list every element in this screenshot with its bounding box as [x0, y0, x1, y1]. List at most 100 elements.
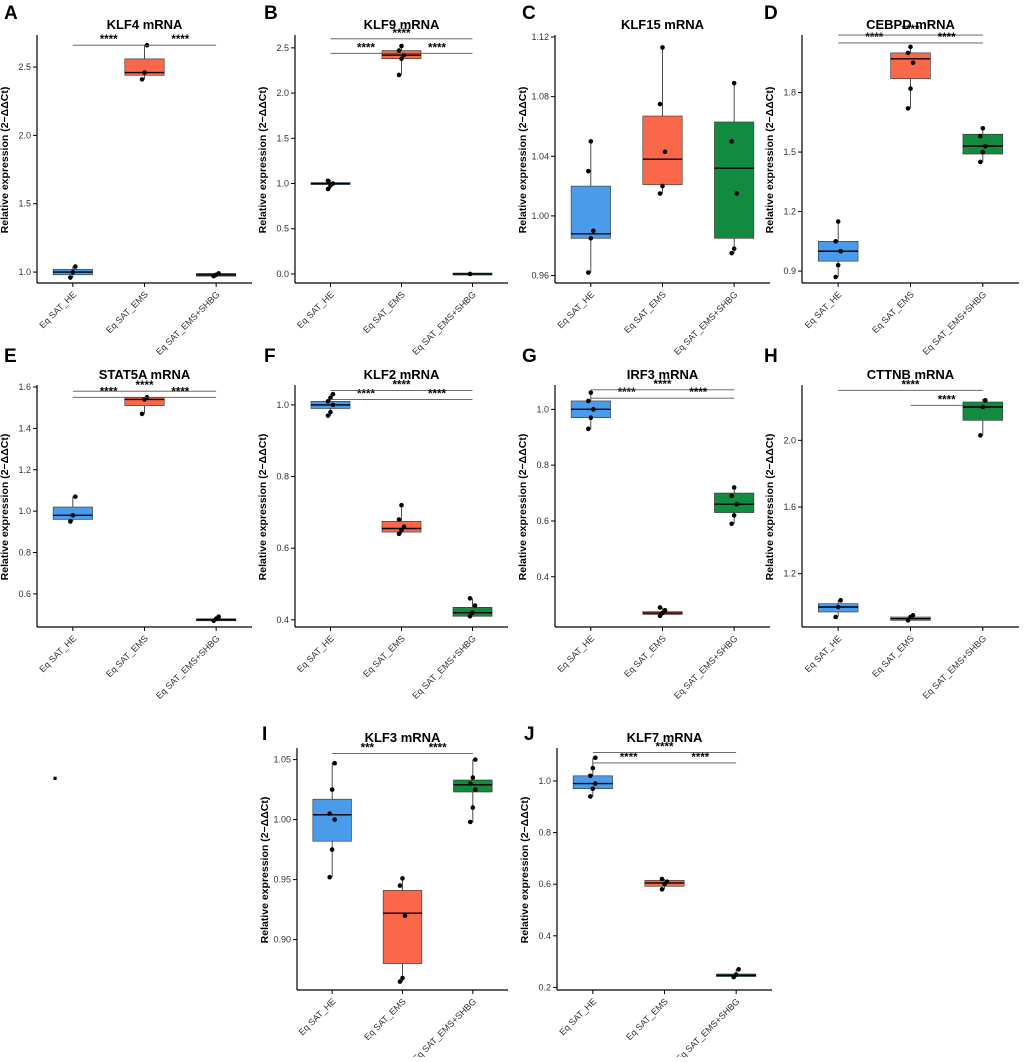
y-tick-label-b-0: 0.0 — [276, 269, 289, 279]
data-point-c-0-1 — [588, 235, 594, 241]
x-tick-label-e-1: Eq SAT_EMS — [104, 633, 150, 679]
data-point-g-1-2 — [662, 607, 668, 613]
data-point-f-1-1 — [399, 527, 404, 533]
y-tick-label-b-4: 2.0 — [276, 88, 289, 98]
data-point-g-2-1 — [731, 513, 737, 518]
data-point-d-2-2 — [983, 143, 988, 149]
x-tick-label-d-1: Eq SAT_EMS — [870, 289, 916, 335]
sig-label-g-1: **** — [654, 379, 672, 391]
data-point-c-1-0 — [657, 191, 663, 196]
data-point-g-1-3 — [657, 605, 663, 610]
x-tick-label-j-0: Eq SAT_HE — [557, 996, 598, 1037]
y-axis-label-g: Relative expression (2−ΔΔCt) — [517, 434, 529, 581]
data-point-i-2-0 — [468, 819, 473, 825]
y-tick-label-h-1: 1.6 — [783, 502, 796, 512]
x-tick-label-a-1: Eq SAT_EMS — [104, 289, 150, 335]
panel-letter-f: F — [264, 346, 276, 367]
sig-label-f-2: **** — [428, 389, 446, 401]
y-tick-label-h-2: 2.0 — [783, 435, 796, 445]
data-point-f-0-4 — [328, 395, 333, 401]
data-point-b-1-1 — [399, 56, 404, 62]
data-point-g-2-3 — [729, 493, 734, 499]
data-point-c-1-1 — [660, 183, 665, 189]
data-point-d-2-3 — [978, 133, 983, 139]
data-point-h-0-0 — [833, 614, 838, 620]
panel-title-e: STAT5A mRNA — [99, 367, 191, 382]
sig-label-f-1: **** — [393, 380, 411, 392]
y-tick-label-d-1: 1.2 — [783, 207, 796, 217]
data-point-i-0-1 — [329, 847, 335, 852]
y-tick-label-g-2: 0.8 — [536, 460, 549, 470]
y-axis-label-h: Relative expression (2−ΔΔCt) — [764, 434, 776, 581]
y-tick-label-c-1: 1.00 — [531, 211, 549, 221]
x-tick-label-h-0: Eq SAT_HE — [803, 633, 844, 674]
y-tick-label-e-2: 1.0 — [18, 506, 31, 516]
panel-title-j: KLF7 mRNA — [627, 730, 703, 745]
data-point-j-0-4 — [590, 765, 596, 771]
sig-label-a-1: **** — [171, 34, 189, 46]
data-point-a-0-1 — [70, 269, 76, 275]
panel-letter-j: J — [524, 724, 535, 745]
data-point-f-1-4 — [399, 502, 404, 508]
data-point-e-1-0 — [139, 411, 145, 417]
y-tick-label-g-1: 0.6 — [536, 516, 549, 526]
data-point-d-2-1 — [980, 149, 986, 155]
x-tick-label-j-2: Eq SAT_EMS+SHBG — [674, 996, 742, 1057]
data-point-c-1-2 — [662, 149, 668, 155]
y-tick-label-i-0: 0.90 — [273, 935, 291, 945]
y-tick-label-e-1: 0.8 — [18, 548, 31, 558]
y-tick-label-j-0: 0.2 — [538, 982, 551, 992]
data-point-h-1-0 — [905, 618, 911, 623]
box-i-0 — [312, 798, 352, 842]
panel-letter-i: I — [262, 724, 267, 745]
data-point-g-0-1 — [588, 415, 594, 420]
y-tick-label-e-4: 1.4 — [18, 423, 31, 433]
y-axis-label-i: Relative expression (2−ΔΔCt) — [259, 797, 271, 944]
data-point-j-2-2 — [736, 967, 741, 972]
data-point-d-0-3 — [833, 239, 838, 244]
box-a-1 — [124, 58, 165, 76]
y-tick-label-f-3: 1.0 — [276, 400, 289, 410]
panel-letter-h: H — [764, 346, 778, 367]
data-point-f-1-0 — [396, 531, 402, 537]
data-point-f-2-1 — [470, 610, 475, 615]
x-tick-label-e-0: Eq SAT_HE — [37, 633, 78, 674]
data-point-j-0-0 — [588, 794, 593, 799]
data-point-b-1-4 — [399, 43, 404, 49]
data-point-i-2-3 — [468, 781, 473, 786]
data-point-i-0-5 — [332, 760, 337, 766]
data-point-g-2-2 — [734, 501, 739, 507]
sig-label-j-0: **** — [620, 752, 638, 764]
data-point-a-0-0 — [68, 275, 73, 280]
y-tick-label-b-3: 1.5 — [276, 133, 289, 143]
y-tick-label-e-3: 1.2 — [18, 465, 31, 475]
y-tick-label-j-4: 1.0 — [538, 776, 551, 786]
x-tick-label-g-2: Eq SAT_EMS+SHBG — [672, 633, 740, 701]
x-tick-label-d-2: Eq SAT_EMS+SHBG — [921, 289, 989, 357]
y-tick-label-g-0: 0.4 — [536, 572, 549, 582]
data-point-g-2-4 — [731, 485, 737, 490]
sig-label-d-2: **** — [938, 32, 956, 44]
sig-label-d-1: **** — [902, 24, 920, 36]
panel-title-b: KLF9 mRNA — [364, 17, 440, 32]
x-tick-label-h-2: Eq SAT_EMS+SHBG — [921, 633, 989, 701]
data-point-d-1-3 — [905, 50, 911, 56]
data-point-j-0-1 — [590, 786, 596, 792]
y-tick-label-i-2: 1.00 — [273, 815, 291, 825]
data-point-e-0-2 — [73, 494, 78, 499]
data-point-c-0-4 — [588, 139, 594, 144]
sig-label-d-0: **** — [865, 32, 883, 44]
x-tick-label-f-2: Eq SAT_EMS+SHBG — [410, 633, 478, 701]
y-tick-label-d-0: 0.9 — [783, 266, 796, 276]
data-point-b-2-0 — [467, 271, 473, 277]
data-point-f-0-5 — [330, 391, 336, 397]
data-point-j-0-5 — [593, 755, 598, 761]
data-point-i-0-4 — [329, 787, 335, 792]
panel-title-h: CTTNB mRNA — [867, 367, 955, 382]
data-point-f-1-3 — [396, 517, 402, 522]
data-point-c-1-4 — [660, 45, 665, 50]
data-point-f-2-2 — [472, 603, 478, 608]
data-point-h-0-2 — [838, 598, 843, 603]
x-tick-label-i-2: Eq SAT_EMS+SHBG — [411, 996, 479, 1057]
